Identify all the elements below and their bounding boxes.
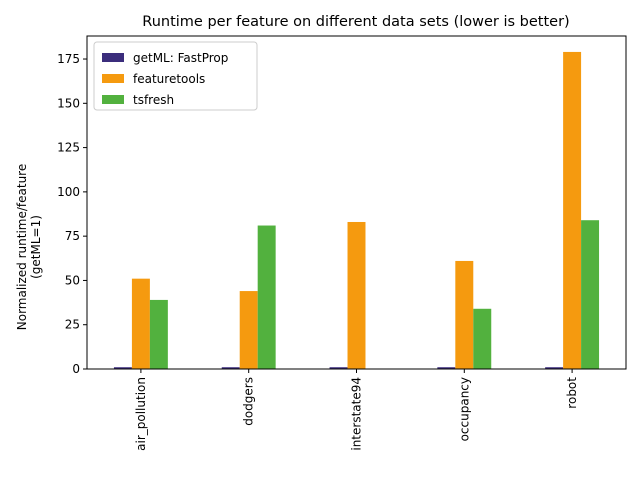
x-tick-label-3: occupancy xyxy=(457,377,471,441)
bar-1-2 xyxy=(347,221,366,369)
bar-2-3 xyxy=(473,308,492,369)
legend-swatch-1 xyxy=(102,74,124,83)
y-tick-label-0: 0 xyxy=(72,362,80,376)
chart-title: Runtime per feature on different data se… xyxy=(142,14,569,30)
legend-box xyxy=(93,41,258,111)
y-tick-label-1: 25 xyxy=(65,318,80,332)
legend-swatch-0 xyxy=(102,53,124,62)
bar-0-4 xyxy=(545,367,564,369)
y-tick-label-2: 50 xyxy=(65,273,80,287)
bar-2-1 xyxy=(257,225,276,369)
bar-0-1 xyxy=(221,367,240,369)
bar-1-1 xyxy=(239,291,258,369)
y-tick-label-5: 125 xyxy=(57,141,80,155)
y-axis-label-line-1: Normalized runtime/feature xyxy=(15,164,29,331)
plot-area: 0 25 50 75 100 125 150 175 air_pollution dodgers i… xyxy=(57,35,627,451)
x-tick-label-0: air_pollution xyxy=(134,377,148,451)
legend: getML: FastProp featuretools tsfresh xyxy=(93,41,258,111)
legend-label-1: featuretools xyxy=(133,72,205,86)
bar-1-3 xyxy=(455,260,474,369)
bar-1-4 xyxy=(563,51,582,369)
y-tick-label-6: 150 xyxy=(57,96,80,110)
y-tick-label-4: 100 xyxy=(57,185,80,199)
x-tick-label-1: dodgers xyxy=(242,377,256,426)
legend-swatch-2 xyxy=(102,95,124,104)
legend-label-2: tsfresh xyxy=(133,93,174,107)
y-tick-label-7: 175 xyxy=(57,52,80,66)
y-axis-label-line-2: (getML=1) xyxy=(29,215,43,279)
bar-0-2 xyxy=(329,367,348,369)
bar-2-0 xyxy=(149,299,168,369)
legend-label-0: getML: FastProp xyxy=(133,51,228,65)
bar-2-4 xyxy=(581,220,600,369)
y-tick-label-3: 75 xyxy=(65,229,80,243)
x-tick-label-2: interstate94 xyxy=(350,377,364,451)
bar-0-0 xyxy=(113,367,132,369)
y-axis-label: Normalized runtime/feature (getML=1) xyxy=(15,164,43,331)
x-tick-label-4: robot xyxy=(565,377,579,409)
bar-1-0 xyxy=(131,278,150,369)
bar-0-3 xyxy=(437,367,456,369)
